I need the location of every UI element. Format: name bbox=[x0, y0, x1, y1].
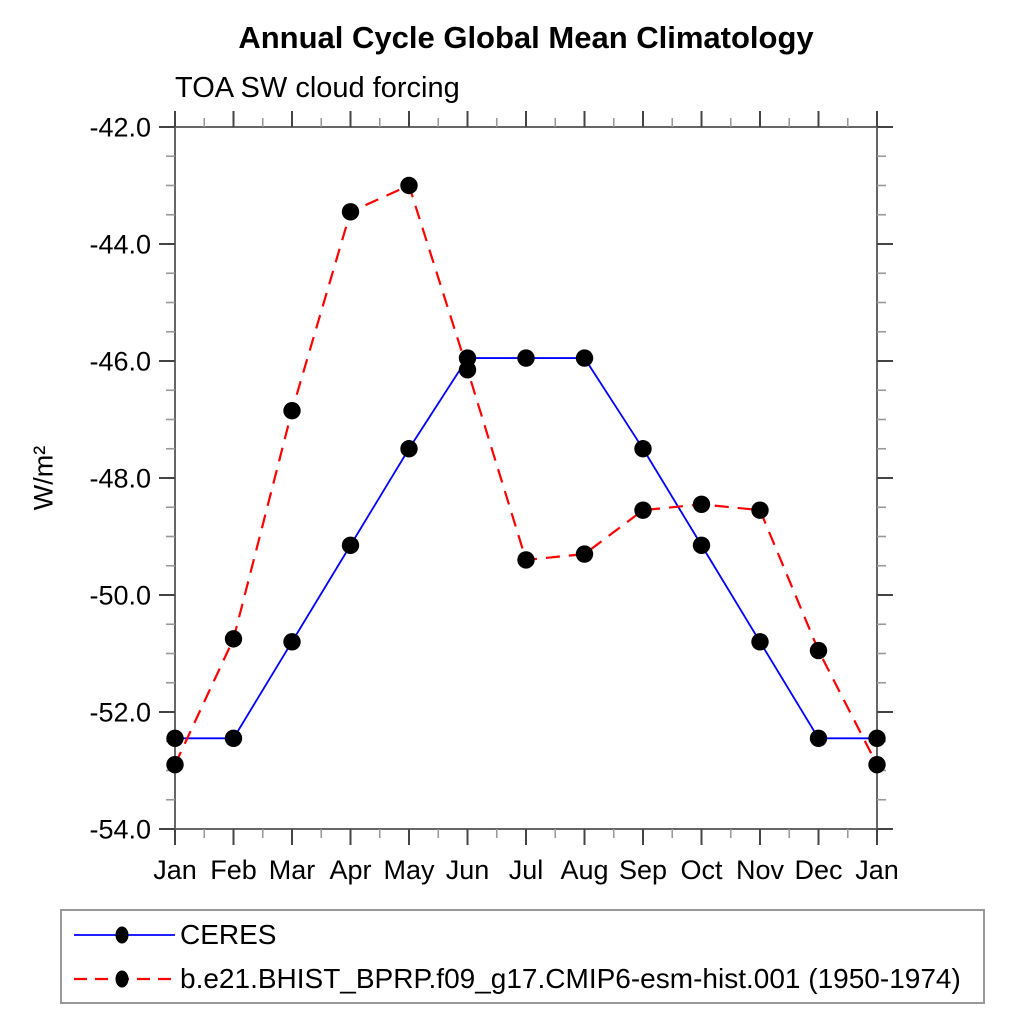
chart-subtitle: TOA SW cloud forcing bbox=[175, 72, 460, 104]
x-tick-label: Mar bbox=[269, 855, 316, 885]
y-tick-label: -52.0 bbox=[89, 698, 151, 728]
y-tick-label: -54.0 bbox=[89, 815, 151, 845]
x-tick-label: Dec bbox=[794, 855, 842, 885]
x-tick-label: May bbox=[383, 855, 435, 885]
legend-item-label: b.e21.BHIST_BPRP.f09_g17.CMIP6-esm-hist.… bbox=[180, 962, 961, 994]
data-point bbox=[458, 361, 477, 379]
x-tick-label: Feb bbox=[210, 855, 257, 885]
legend-marker-icon bbox=[115, 970, 129, 987]
data-point bbox=[575, 545, 594, 563]
data-point bbox=[341, 203, 360, 221]
plot-frame bbox=[174, 126, 878, 830]
x-tick-label: Jul bbox=[509, 855, 544, 885]
legend-item: b.e21.BHIST_BPRP.f09_g17.CMIP6-esm-hist.… bbox=[72, 960, 983, 998]
data-point bbox=[809, 729, 828, 748]
chart-title: Annual Cycle Global Mean Climatology bbox=[238, 20, 814, 55]
data-point bbox=[400, 176, 418, 195]
data-point bbox=[751, 633, 769, 651]
data-point bbox=[517, 551, 535, 569]
legend-marker-icon bbox=[115, 926, 129, 943]
data-point bbox=[692, 495, 711, 514]
y-tick-label: -46.0 bbox=[89, 347, 151, 377]
data-point bbox=[575, 349, 594, 367]
data-point bbox=[751, 501, 769, 519]
legend-line-sample bbox=[74, 926, 175, 943]
x-tick-label: Jun bbox=[446, 855, 490, 885]
y-tick-label: -48.0 bbox=[89, 464, 151, 494]
data-point bbox=[283, 633, 301, 651]
data-point bbox=[166, 755, 184, 774]
data-point bbox=[224, 729, 243, 748]
data-point bbox=[868, 755, 886, 774]
legend-item: CERES bbox=[72, 916, 983, 954]
y-tick-label: -44.0 bbox=[89, 230, 151, 260]
x-tick-label: Jan bbox=[855, 855, 899, 885]
x-tick-label: Oct bbox=[680, 855, 723, 885]
x-tick-label: Aug bbox=[560, 855, 608, 885]
series-line-0 bbox=[175, 357, 877, 740]
y-tick-label: -42.0 bbox=[89, 113, 151, 143]
x-tick-label: Apr bbox=[329, 855, 371, 885]
x-tick-label: Jan bbox=[153, 855, 197, 885]
data-point bbox=[634, 440, 652, 458]
legend-item-label: CERES bbox=[180, 918, 277, 950]
x-tick-label: Sep bbox=[619, 855, 667, 885]
data-point bbox=[341, 536, 360, 554]
data-point bbox=[868, 729, 886, 748]
x-tick-label: Nov bbox=[736, 855, 785, 885]
series-line-1 bbox=[174, 183, 878, 766]
legend: CERES b.e21.BHIST_BPRP.f09_g17.CMIP6-esm-… bbox=[60, 909, 985, 1004]
data-point bbox=[809, 641, 828, 660]
data-point bbox=[634, 501, 652, 519]
legend-line-sample bbox=[74, 970, 175, 987]
y-tick-label: -50.0 bbox=[89, 581, 151, 611]
data-point bbox=[400, 440, 418, 458]
data-point bbox=[692, 536, 711, 554]
data-point bbox=[166, 729, 184, 748]
data-point bbox=[224, 630, 243, 648]
data-point bbox=[517, 349, 535, 367]
data-point bbox=[283, 402, 301, 420]
